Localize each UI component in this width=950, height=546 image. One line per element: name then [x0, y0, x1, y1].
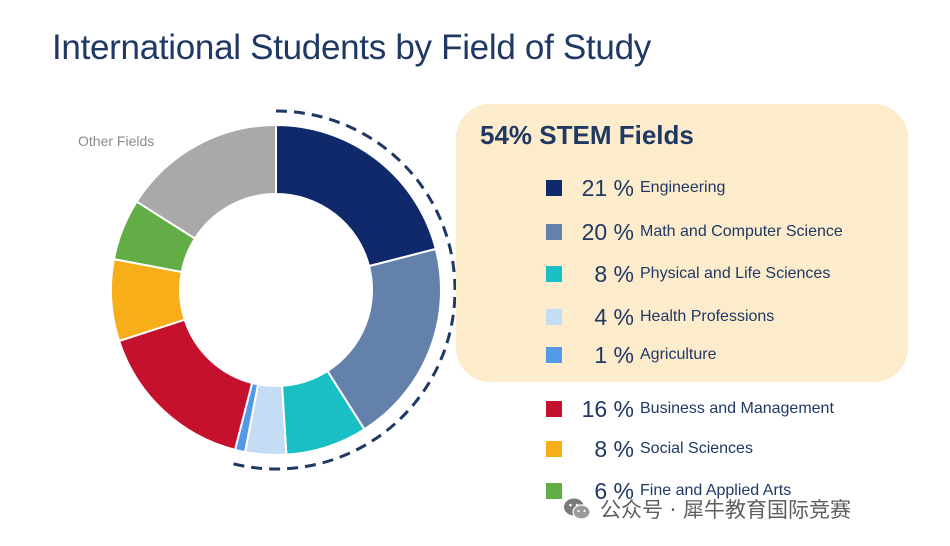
legend-item-fine-and-applied-arts: 6 % Fine and Applied Arts: [546, 477, 792, 504]
legend-value: 8 %: [594, 260, 634, 287]
legend-swatch: [546, 441, 562, 457]
legend-label: Engineering: [640, 179, 726, 196]
legend-swatch: [546, 483, 562, 499]
legend-value: 4 %: [594, 303, 634, 330]
slice-math-and-computer-science: [326, 247, 442, 431]
legend-value: 20 %: [581, 218, 634, 245]
legend-label: Math and Computer Science: [640, 223, 843, 240]
legend-item-physical-and-life-sciences: 8 % Physical and Life Sciences: [546, 260, 831, 287]
stem-group-panel: [456, 104, 908, 382]
legend-value: 21 %: [581, 174, 634, 201]
legend-swatch: [546, 224, 562, 240]
legend-item-agriculture: 1 % Agriculture: [546, 341, 717, 368]
slice-other-fields: [135, 123, 277, 240]
legend-swatch: [546, 347, 562, 363]
donut-slices: [110, 123, 442, 456]
watermark: 公众号 · 犀牛教育国际竞赛: [562, 494, 851, 524]
legend-swatch: [546, 266, 562, 282]
legend-label: Agriculture: [640, 346, 717, 363]
legend-item-engineering: 21 % Engineering: [546, 174, 726, 201]
wechat-icon: [564, 498, 591, 520]
slice-engineering: [275, 123, 438, 268]
stem-group-title: 54% STEM Fields: [480, 120, 694, 150]
legend-value: 16 %: [581, 395, 634, 422]
legend-value: 6 %: [594, 477, 634, 504]
slice-business-and-management: [117, 318, 254, 452]
legend-label: Health Professions: [640, 308, 775, 325]
chart-title: International Students by Field of Study: [52, 28, 651, 67]
legend-item-business-and-management: 16 % Business and Management: [546, 395, 834, 422]
legend-item-social-sciences: 8 % Social Sciences: [546, 435, 753, 462]
legend-value: 1 %: [594, 341, 634, 368]
legend-swatch: [546, 401, 562, 417]
legend-label: Fine and Applied Arts: [640, 482, 792, 499]
legend-swatch: [546, 309, 562, 325]
watermark-text: 公众号 · 犀牛教育国际竞赛: [600, 498, 852, 522]
legend-value: 8 %: [594, 435, 634, 462]
other-fields-label: Other Fields: [78, 133, 155, 149]
legend-label: Physical and Life Sciences: [640, 265, 831, 282]
legend-label: Business and Management: [640, 400, 834, 417]
stem-group-dashed-arc: [231, 109, 457, 471]
legend-item-math-and-computer-science: 20 % Math and Computer Science: [546, 218, 843, 245]
legend-swatch: [546, 180, 562, 196]
legend-item-health-professions: 4 % Health Professions: [546, 303, 775, 330]
legend-label: Social Sciences: [640, 440, 753, 457]
